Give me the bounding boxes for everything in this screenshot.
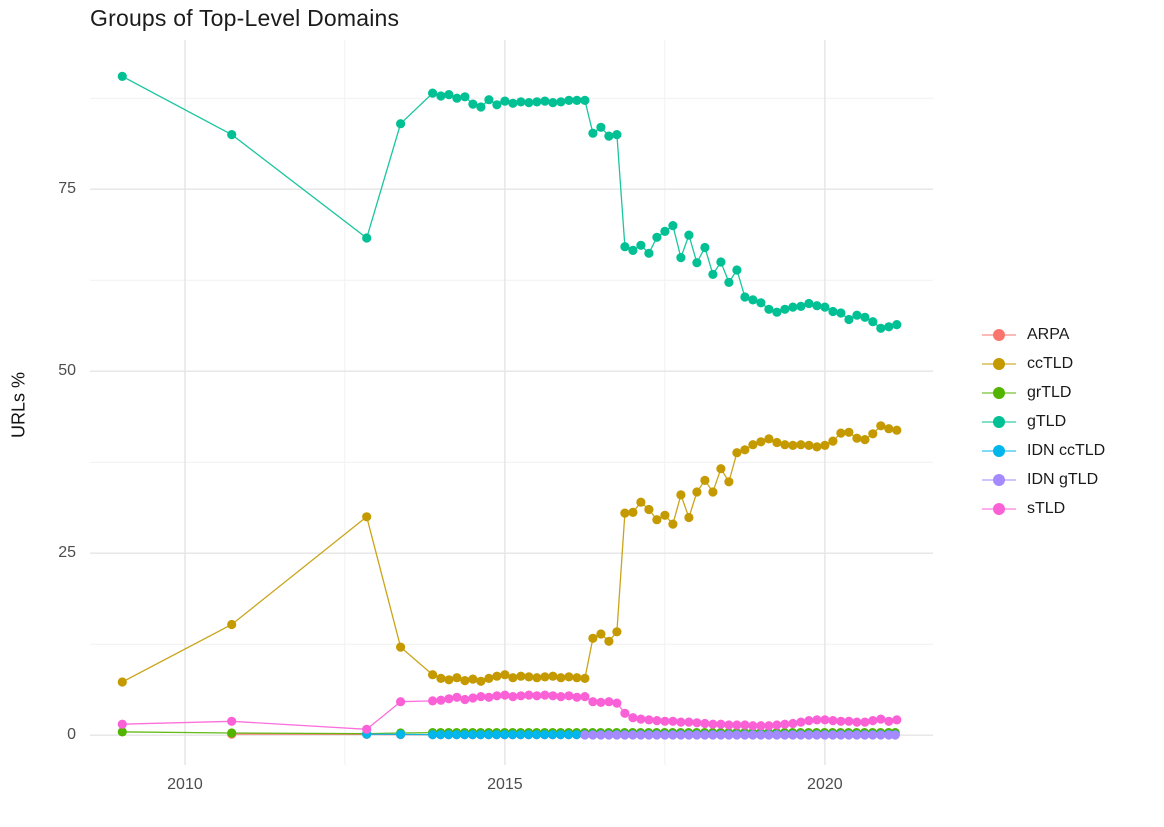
y-tick-label: 75 [58, 180, 76, 198]
legend-label: sTLD [1027, 499, 1066, 517]
legend-key-icon [982, 502, 1016, 516]
legend-label: gTLD [1027, 412, 1067, 430]
x-tick-label: 2010 [167, 776, 203, 793]
x-tick-label: 2020 [807, 776, 843, 793]
series-points-stld [117, 690, 902, 734]
series-points-gtld [117, 71, 902, 333]
chart-title: Groups of Top-Level Domains [90, 5, 400, 31]
legend-label: IDN ccTLD [1027, 441, 1106, 459]
legend-key-icon [982, 328, 1016, 342]
x-tick-label: 2015 [487, 776, 523, 793]
legend-key-icon [982, 473, 1016, 487]
legend-key-icon [982, 444, 1016, 458]
legend-item-idn-gtld: IDN gTLD [982, 465, 1105, 494]
legend-item-stld: sTLD [982, 494, 1105, 523]
legend: ARPA ccTLD grTLD gTLD IDN ccTLD IDN gTLD sTLD [982, 320, 1105, 523]
y-axis-title: URLs % [8, 372, 29, 439]
plot-panel [90, 40, 933, 765]
legend-label: grTLD [1027, 383, 1072, 401]
legend-key-icon [982, 415, 1016, 429]
series-line-gtld [121, 75, 897, 329]
legend-key-icon [982, 386, 1016, 400]
y-tick-label: 0 [67, 726, 76, 744]
legend-item-gtld: gTLD [982, 407, 1105, 436]
series-points-idn-gtld [580, 730, 900, 740]
legend-item-idn-cctld: IDN ccTLD [982, 436, 1105, 465]
legend-item-cctld: ccTLD [982, 349, 1105, 378]
legend-item-grtld: grTLD [982, 378, 1105, 407]
legend-item-arpa: ARPA [982, 320, 1105, 349]
legend-key-icon [982, 357, 1016, 371]
y-tick-label: 25 [58, 544, 76, 562]
legend-label: IDN gTLD [1027, 470, 1099, 488]
legend-label: ARPA [1027, 325, 1070, 343]
series-points-cctld [117, 421, 902, 687]
y-tick-label: 50 [58, 362, 76, 380]
legend-label: ccTLD [1027, 354, 1074, 372]
